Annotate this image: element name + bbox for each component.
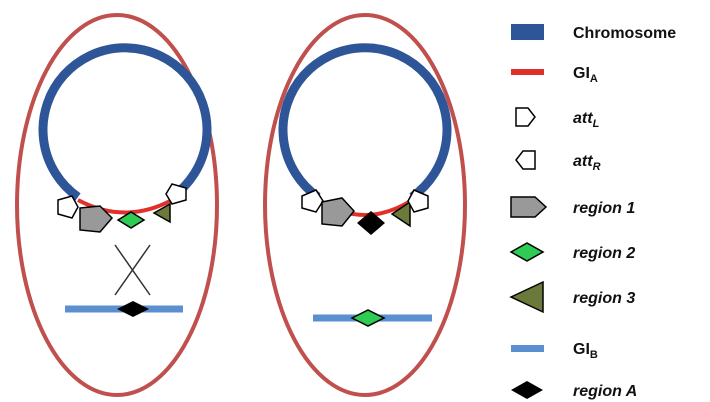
cell-left [17,15,217,395]
label: GI [573,341,590,358]
legend-icon [516,151,535,169]
legend-label: Chromosome [573,25,676,42]
legend-icon [511,197,546,217]
legend-icons [511,24,546,399]
label: region 1 [573,200,635,217]
legend-icon [511,345,544,352]
legend-label: GIA [573,65,598,85]
region-1 [322,198,354,226]
legend-label: attR [573,153,601,173]
chromosome [283,48,447,197]
label: region 2 [573,245,635,262]
diagram: Chromosome GIA attL attR region 1 region… [0,0,710,402]
legend-icon [511,381,543,399]
legend-icon [511,282,543,312]
legend-icon [511,24,544,40]
subscript: L [593,118,600,130]
subscript: B [590,349,598,361]
label: att [573,153,593,170]
legend-icon [511,243,543,261]
region-2 [352,310,384,326]
label: region A [573,383,637,400]
label: region 3 [573,290,635,307]
region-a [117,301,149,317]
chromosome [43,48,207,197]
legend-label: GIB [573,341,598,361]
subscript: R [593,161,601,173]
legend-labels: Chromosome GIA attL attR region 1 region… [573,25,676,400]
label: att [573,110,593,127]
cell-right [265,15,465,395]
legend-label: region 1 [573,200,635,217]
legend-label: region A [573,383,637,400]
subscript: A [590,73,598,85]
cell-membrane [265,15,465,395]
legend-icon [516,108,535,126]
legend-label: region 2 [573,245,635,262]
legend-label: region 3 [573,290,635,307]
label: GI [573,65,590,82]
label: Chromosome [573,25,676,42]
legend-label: attL [573,110,600,130]
legend-icon [511,69,544,75]
